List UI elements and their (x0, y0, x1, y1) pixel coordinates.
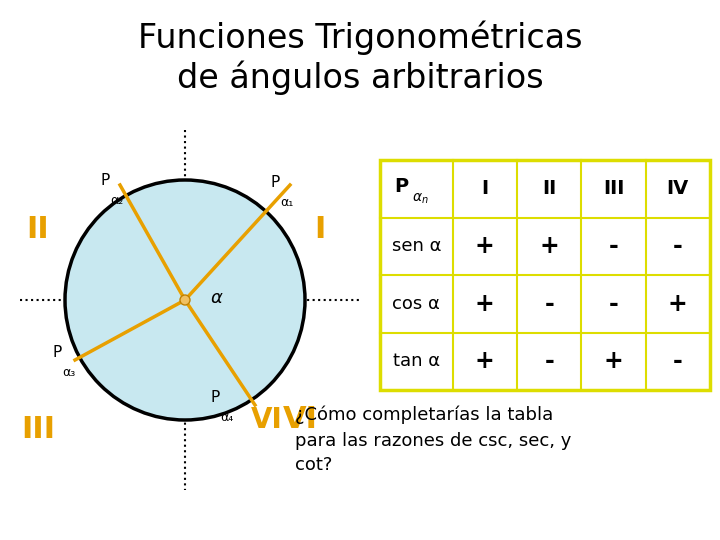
Text: +: + (475, 349, 495, 373)
Text: Funciones Trigonométricas: Funciones Trigonométricas (138, 21, 582, 55)
Text: +: + (475, 292, 495, 316)
Text: IV: IV (667, 179, 689, 198)
Text: VI: VI (251, 406, 283, 434)
Text: $\alpha$: $\alpha$ (210, 289, 224, 307)
Text: +: + (475, 234, 495, 258)
Circle shape (65, 180, 305, 420)
Text: I: I (481, 179, 488, 198)
Text: P: P (394, 177, 408, 196)
Text: α₂: α₂ (110, 194, 123, 207)
Text: -: - (673, 349, 683, 373)
Text: ¿Cómo completarías la tabla
para las razones de csc, sec, y
cot?: ¿Cómo completarías la tabla para las raz… (295, 406, 572, 475)
Text: +: + (603, 349, 624, 373)
Text: III: III (21, 415, 55, 444)
Text: -: - (608, 292, 618, 316)
Text: P: P (52, 345, 61, 360)
Text: I: I (315, 215, 325, 245)
Text: -: - (544, 349, 554, 373)
Text: P: P (100, 173, 109, 188)
Text: de ángulos arbitrarios: de ángulos arbitrarios (176, 60, 544, 95)
Text: P: P (210, 390, 220, 405)
Text: sen α: sen α (392, 237, 441, 255)
Text: α₄: α₄ (220, 411, 233, 424)
Text: VI: VI (282, 406, 318, 435)
Text: III: III (603, 179, 624, 198)
Text: +: + (668, 292, 688, 316)
Bar (380, 160, 710, 390)
Text: II: II (27, 215, 50, 245)
Text: tan α: tan α (392, 352, 440, 370)
Text: cos α: cos α (392, 295, 440, 313)
Text: $\alpha_n$: $\alpha_n$ (413, 192, 429, 206)
Text: -: - (544, 292, 554, 316)
Circle shape (180, 295, 190, 305)
Text: +: + (539, 234, 559, 258)
Text: -: - (608, 234, 618, 258)
Text: P: P (270, 175, 279, 190)
Text: α₁: α₁ (280, 196, 293, 209)
Text: II: II (542, 179, 557, 198)
Text: -: - (673, 234, 683, 258)
Text: α₃: α₃ (62, 366, 76, 379)
